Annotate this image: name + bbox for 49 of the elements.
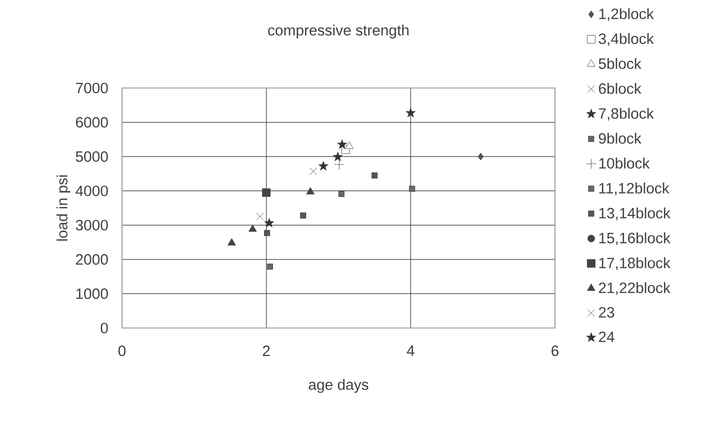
point (345, 142, 354, 149)
point (264, 230, 270, 236)
point (248, 224, 257, 232)
point (409, 186, 416, 192)
legend-label: 5block (598, 58, 642, 69)
legend-label: 11,12block (599, 182, 670, 196)
point (338, 190, 344, 197)
x-tick-label: 0 (118, 346, 126, 356)
legend-label: 24 (598, 332, 614, 342)
point (256, 212, 264, 220)
legend-label: 9block (598, 132, 642, 144)
x-tick-label: 4 (406, 346, 414, 356)
point (334, 159, 344, 170)
point (337, 139, 348, 149)
y-tick-label: 4000 (76, 186, 108, 196)
legend-label: 21,22block (598, 282, 670, 295)
y-tick-label: 1000 (76, 288, 108, 299)
legend-label: 7,8block (598, 108, 654, 121)
y-tick-label: 5000 (76, 151, 108, 162)
y-tick-label: 7000 (76, 82, 108, 94)
x-tick-label: 6 (552, 346, 559, 356)
legend-label: 17,18block (599, 257, 670, 270)
point (262, 188, 271, 197)
x-tick-label: 2 (262, 346, 270, 356)
legend-label: 10block (599, 158, 650, 169)
point (306, 187, 314, 194)
point (372, 172, 378, 178)
point (264, 218, 274, 228)
legend-label: 3,4block (598, 33, 654, 46)
y-axis-title: load in psi (56, 175, 70, 241)
y-tick-label: 2000 (76, 254, 108, 265)
point (228, 238, 236, 246)
chart-title: compressive strength (268, 24, 409, 38)
point (318, 160, 328, 170)
y-tick-label: 0 (100, 322, 108, 334)
point (310, 168, 317, 176)
y-tick-label: 6000 (76, 116, 108, 128)
point (300, 212, 306, 219)
y-tick-label: 3000 (76, 220, 108, 230)
point (266, 264, 273, 270)
point (478, 152, 484, 160)
point (332, 152, 343, 162)
legend-label: 1,2block (599, 8, 654, 21)
point (406, 108, 416, 118)
legend-label: 13,14block (599, 207, 670, 220)
legend-label: 15,16block (599, 232, 670, 246)
legend-label: 23 (598, 307, 614, 318)
x-axis-title: age days (308, 378, 368, 393)
legend-label: 6block (598, 82, 642, 94)
